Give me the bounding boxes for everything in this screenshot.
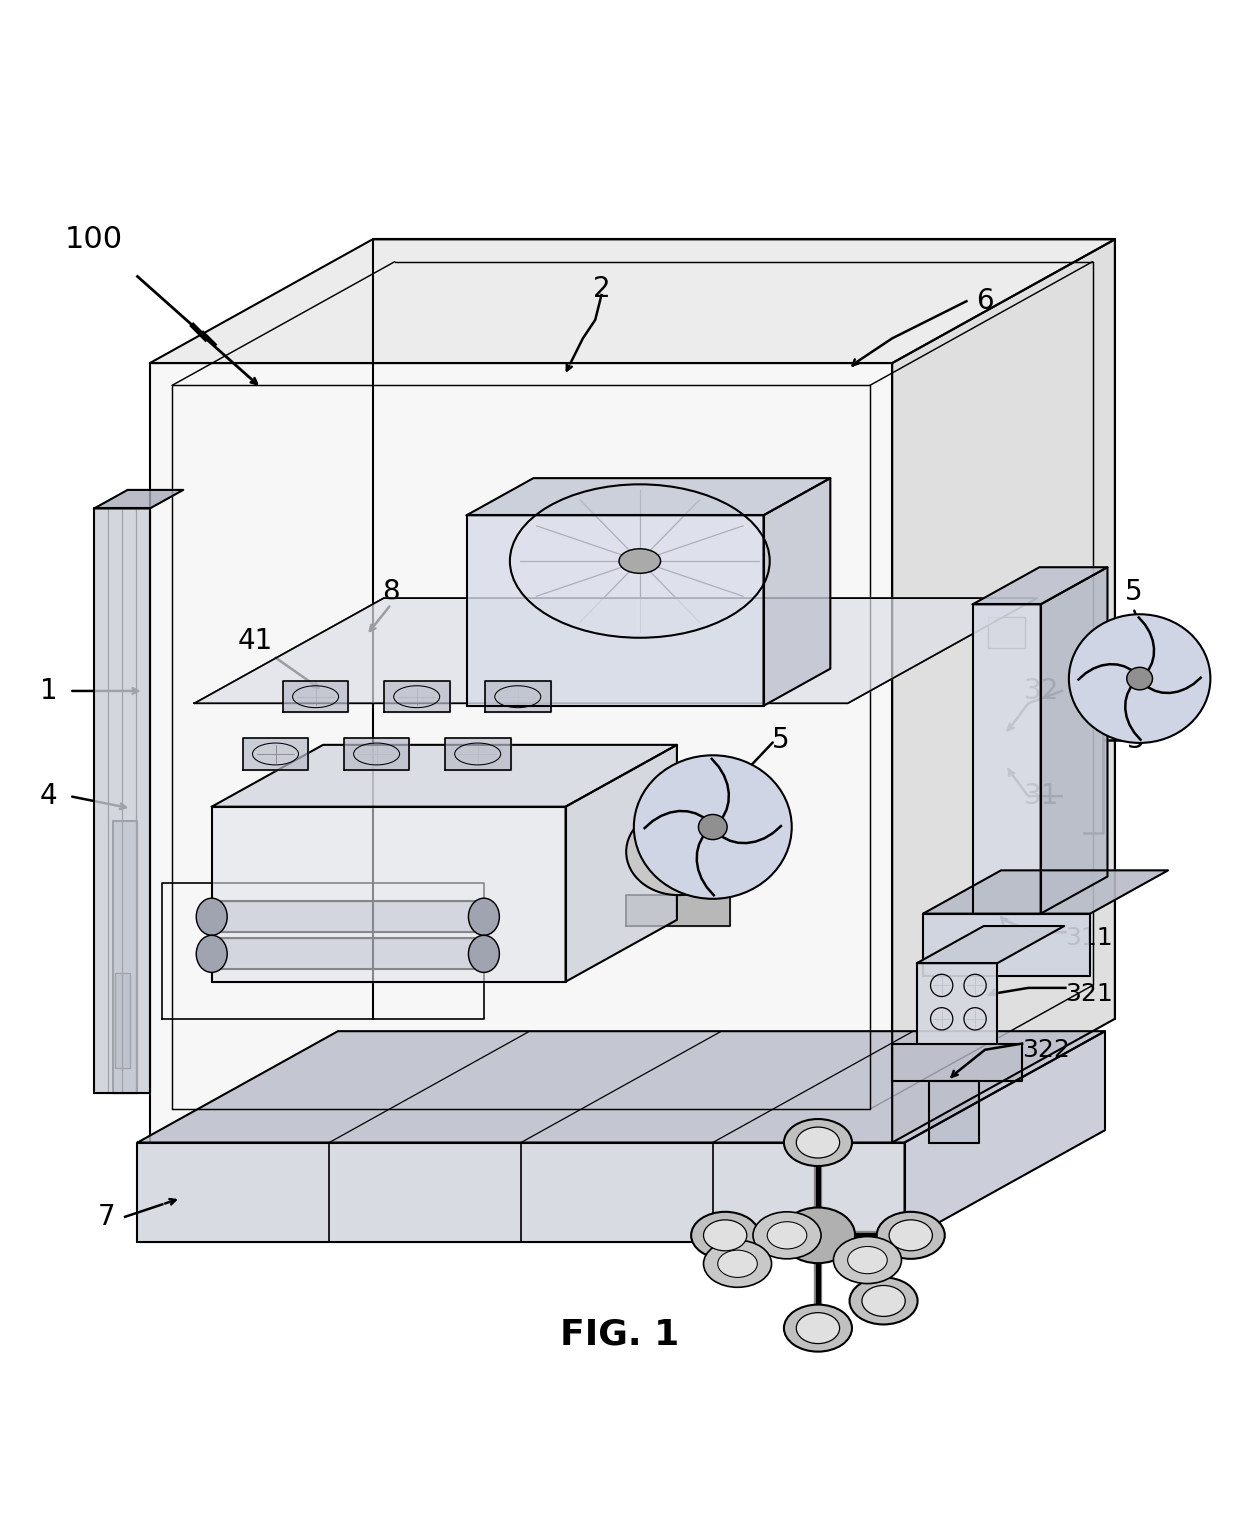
Polygon shape xyxy=(243,738,309,770)
Text: 5: 5 xyxy=(1125,578,1142,606)
Text: 32: 32 xyxy=(1024,677,1059,704)
Text: 322: 322 xyxy=(1022,1038,1070,1061)
Polygon shape xyxy=(988,616,1025,648)
Ellipse shape xyxy=(698,815,727,839)
Polygon shape xyxy=(113,821,138,1093)
Polygon shape xyxy=(1040,568,1107,914)
Polygon shape xyxy=(94,509,150,1093)
Polygon shape xyxy=(195,598,1037,703)
Ellipse shape xyxy=(196,899,227,935)
Polygon shape xyxy=(115,973,130,1069)
Ellipse shape xyxy=(784,1304,852,1351)
Polygon shape xyxy=(445,738,511,770)
Polygon shape xyxy=(283,682,348,712)
Ellipse shape xyxy=(796,1313,839,1343)
Ellipse shape xyxy=(634,756,791,899)
Polygon shape xyxy=(923,870,1168,914)
Polygon shape xyxy=(150,240,1115,363)
Ellipse shape xyxy=(877,1211,945,1258)
Polygon shape xyxy=(626,896,730,926)
Polygon shape xyxy=(138,1031,1105,1143)
Polygon shape xyxy=(212,806,565,982)
Ellipse shape xyxy=(196,935,227,973)
Polygon shape xyxy=(916,962,997,1043)
Polygon shape xyxy=(893,1043,1022,1081)
Polygon shape xyxy=(972,568,1107,604)
Ellipse shape xyxy=(862,1286,905,1316)
Text: 31: 31 xyxy=(1024,782,1059,811)
Polygon shape xyxy=(764,478,831,706)
Polygon shape xyxy=(916,926,1064,962)
Polygon shape xyxy=(929,1081,978,1143)
Text: 3: 3 xyxy=(1127,727,1145,754)
Ellipse shape xyxy=(469,899,500,935)
Ellipse shape xyxy=(626,809,730,896)
Text: 321: 321 xyxy=(1065,982,1114,1006)
Polygon shape xyxy=(893,240,1115,1143)
Polygon shape xyxy=(138,1143,904,1242)
Ellipse shape xyxy=(469,935,500,973)
Polygon shape xyxy=(923,914,1090,976)
Ellipse shape xyxy=(753,1211,821,1258)
Polygon shape xyxy=(343,738,409,770)
Ellipse shape xyxy=(768,1222,807,1249)
Text: 2: 2 xyxy=(593,275,610,304)
Text: 41: 41 xyxy=(237,627,273,656)
Text: 5: 5 xyxy=(773,727,790,754)
Polygon shape xyxy=(904,1031,1105,1242)
Polygon shape xyxy=(150,363,893,1143)
Ellipse shape xyxy=(781,1207,856,1263)
Ellipse shape xyxy=(784,1119,852,1166)
Ellipse shape xyxy=(848,1246,888,1274)
Text: 8: 8 xyxy=(382,578,401,606)
Text: FIG. 1: FIG. 1 xyxy=(560,1318,680,1351)
Polygon shape xyxy=(212,745,677,806)
Polygon shape xyxy=(972,604,1040,914)
Polygon shape xyxy=(94,490,184,509)
Ellipse shape xyxy=(849,1278,918,1324)
Ellipse shape xyxy=(619,550,661,574)
Ellipse shape xyxy=(796,1126,839,1158)
Ellipse shape xyxy=(703,1240,771,1287)
Text: 6: 6 xyxy=(976,287,993,316)
Text: 4: 4 xyxy=(40,782,57,811)
Polygon shape xyxy=(466,515,764,706)
Polygon shape xyxy=(565,745,677,982)
Text: 1: 1 xyxy=(40,677,57,704)
Text: 7: 7 xyxy=(98,1202,115,1231)
Text: 100: 100 xyxy=(66,225,123,254)
Polygon shape xyxy=(384,682,450,712)
Ellipse shape xyxy=(833,1237,901,1284)
Ellipse shape xyxy=(1069,615,1210,742)
Polygon shape xyxy=(212,938,484,970)
Polygon shape xyxy=(485,682,551,712)
Polygon shape xyxy=(466,478,831,515)
Polygon shape xyxy=(212,902,484,932)
Ellipse shape xyxy=(889,1220,932,1251)
Ellipse shape xyxy=(718,1251,758,1277)
Ellipse shape xyxy=(691,1211,759,1258)
Ellipse shape xyxy=(703,1220,746,1251)
Ellipse shape xyxy=(1127,668,1152,689)
Text: 311: 311 xyxy=(1065,926,1114,950)
